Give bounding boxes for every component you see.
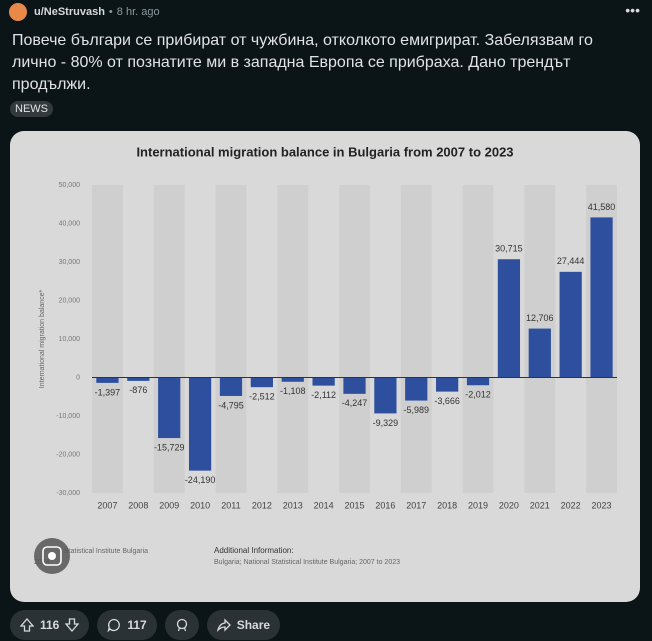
value-label: 12,706 xyxy=(526,313,554,323)
column-band xyxy=(277,185,309,493)
value-label: -24,190 xyxy=(185,475,216,485)
x-tick-label: 2012 xyxy=(252,500,272,510)
x-tick-label: 2007 xyxy=(97,500,117,510)
share-button[interactable]: Share xyxy=(206,610,281,640)
post-header: u/NeStruvash • 8 hr. ago xyxy=(9,3,160,21)
bar xyxy=(528,328,551,378)
y-tick-label: 10,000 xyxy=(59,336,81,343)
bar xyxy=(312,377,335,386)
x-tick-label: 2011 xyxy=(221,500,240,510)
x-tick-label: 2017 xyxy=(406,500,426,510)
bar xyxy=(219,377,243,396)
y-axis-label: International migration balance* xyxy=(39,289,46,388)
value-label: -1,397 xyxy=(95,387,121,397)
avatar[interactable] xyxy=(9,3,27,21)
bar xyxy=(405,377,428,401)
value-label: -4,247 xyxy=(342,398,368,408)
value-label: 30,715 xyxy=(495,244,523,254)
column-band xyxy=(400,185,432,493)
value-label: -4,795 xyxy=(218,400,244,410)
bar xyxy=(158,377,181,439)
x-tick-label: 2021 xyxy=(530,500,550,510)
column-band xyxy=(215,185,247,493)
username[interactable]: u/NeStruvash xyxy=(34,6,105,18)
chart[interactable]: International migration balance in Bulga… xyxy=(10,131,640,602)
source-line: Statistical Institute Bulgaria xyxy=(64,548,148,555)
share-icon xyxy=(216,618,231,632)
bar xyxy=(436,377,459,392)
value-label: 27,444 xyxy=(557,256,585,266)
y-tick-label: 30,000 xyxy=(59,259,81,266)
column-band xyxy=(92,185,123,493)
x-tick-label: 2019 xyxy=(468,500,488,510)
y-tick-label: -10,000 xyxy=(56,413,80,420)
lens-button[interactable] xyxy=(34,538,70,574)
flair[interactable]: NEWS xyxy=(10,101,53,117)
value-label: -2,112 xyxy=(311,390,336,400)
award-button[interactable] xyxy=(164,610,199,640)
y-tick-label: 50,000 xyxy=(59,182,81,189)
comments-button[interactable]: 117 xyxy=(97,610,157,640)
x-tick-label: 2008 xyxy=(128,500,148,510)
bar xyxy=(96,377,119,383)
bar xyxy=(343,377,366,394)
x-tick-label: 2015 xyxy=(344,500,364,510)
bar xyxy=(559,271,582,378)
value-label: -2,012 xyxy=(465,390,491,400)
value-label: -5,989 xyxy=(403,405,429,415)
bar xyxy=(466,377,490,386)
post-title[interactable]: Повече българи се прибират от чужбина, о… xyxy=(12,32,593,93)
comment-icon xyxy=(107,618,121,632)
y-tick-label: -20,000 xyxy=(56,451,80,458)
y-tick-label: 20,000 xyxy=(59,297,81,304)
x-tick-label: 2020 xyxy=(499,500,519,510)
bar xyxy=(374,377,397,414)
info-title: Additional Information: xyxy=(214,546,294,555)
value-label: 41,580 xyxy=(588,202,616,212)
upvote[interactable] xyxy=(20,618,34,632)
vote-count: 116 xyxy=(40,618,60,632)
value-label: -3,666 xyxy=(434,396,460,406)
x-tick-label: 2010 xyxy=(190,500,210,510)
more-button[interactable]: ••• xyxy=(625,2,640,18)
downvote[interactable] xyxy=(65,618,80,632)
share-label: Share xyxy=(236,618,271,632)
value-label: -9,329 xyxy=(373,418,399,428)
bar xyxy=(590,217,613,378)
column-band xyxy=(339,185,370,493)
comment-count: 117 xyxy=(127,618,147,632)
y-tick-label: 40,000 xyxy=(59,220,81,227)
x-tick-label: 2013 xyxy=(283,500,303,510)
vote-pill: 116 xyxy=(10,610,90,640)
x-tick-label: 2009 xyxy=(159,500,179,510)
value-label: -15,729 xyxy=(154,442,185,452)
action-bar: 116 117 Share xyxy=(10,610,281,640)
value-label: -876 xyxy=(129,385,147,395)
x-tick-label: 2018 xyxy=(437,500,457,510)
bar xyxy=(250,377,273,388)
bar xyxy=(188,377,212,471)
info-text: Bulgaria; National Statistical Institute… xyxy=(214,559,400,566)
x-tick-label: 2014 xyxy=(314,500,334,510)
y-tick-label: 0 xyxy=(76,374,80,381)
bar xyxy=(497,259,521,378)
post-time: 8 hr. ago xyxy=(116,6,160,18)
bar xyxy=(281,377,304,382)
x-tick-label: 2023 xyxy=(592,500,612,510)
x-tick-label: 2016 xyxy=(375,500,395,510)
column-band xyxy=(153,185,185,493)
x-tick-label: 2022 xyxy=(561,500,581,510)
chart-title: International migration balance in Bulga… xyxy=(136,144,513,159)
column-band xyxy=(462,185,494,493)
separator: • xyxy=(108,6,113,18)
award-icon xyxy=(176,618,187,632)
value-label: -2,512 xyxy=(249,392,275,402)
bar xyxy=(127,377,150,381)
y-tick-label: -30,000 xyxy=(56,490,80,497)
value-label: -1,108 xyxy=(280,386,306,396)
